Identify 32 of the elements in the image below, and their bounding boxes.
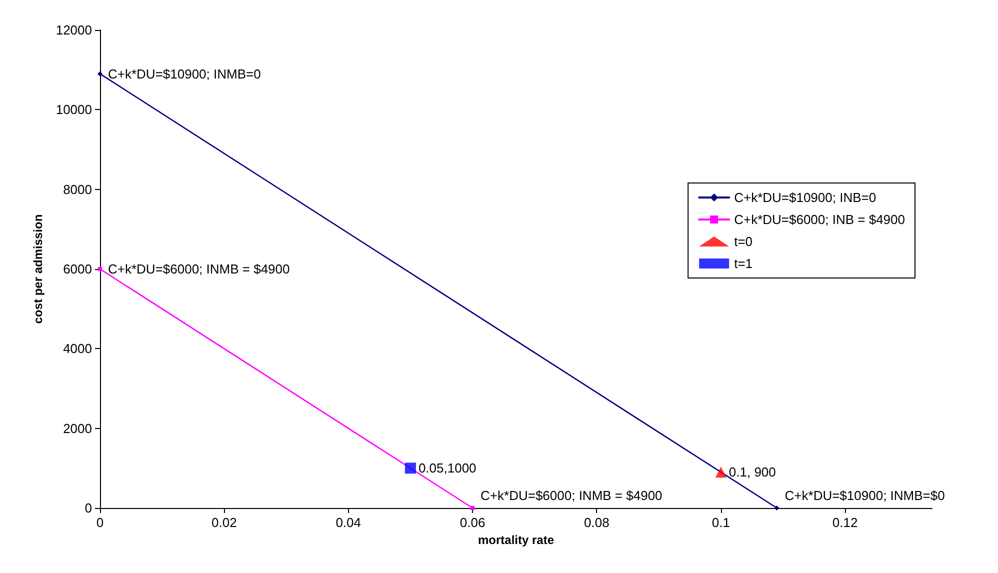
x-tick-label: 0.12 (832, 515, 858, 530)
legend-label: C+k*DU=$10900; INB=0 (734, 190, 876, 205)
legend-label: t=0 (734, 234, 753, 249)
point (404, 462, 416, 474)
point (774, 506, 780, 510)
annotation: C+k*DU=$6000; INMB = $4900 (480, 488, 662, 503)
x-tick-label: 0 (96, 515, 104, 530)
point (98, 267, 102, 271)
x-axis-title: mortality rate (478, 533, 554, 547)
y-tick-label: 10000 (56, 102, 92, 118)
y-tick-label: 6000 (63, 262, 92, 276)
y-tick-label: 8000 (63, 182, 92, 197)
annotation: C+k*DU=$6000; INMB = $4900 (108, 262, 290, 276)
legend-label: t=1 (734, 256, 753, 271)
y-tick-label: 2000 (63, 420, 92, 436)
y-axis-title: cost per admission (31, 214, 45, 324)
y-tick-label: 4000 (63, 341, 92, 356)
annotation: C+k*DU=$10900; INMB=0 (108, 66, 261, 82)
y-tick-label: 0 (84, 500, 92, 516)
annotation: C+k*DU=$10900; INMB=$0 (784, 488, 945, 503)
annotation: 0.05,1000 (418, 460, 476, 476)
legend-label: C+k*DU=$6000; INB = $4900 (734, 212, 906, 227)
point (98, 71, 102, 76)
point (715, 466, 726, 478)
x-tick-label: 0.04 (336, 515, 362, 530)
y-tick-label: 12000 (56, 22, 92, 38)
x-tick-label: 0.1 (712, 515, 730, 530)
x-tick-label: 0.08 (584, 515, 610, 530)
annotation: 0.1, 900 (728, 464, 776, 480)
x-tick-label: 0.02 (212, 515, 237, 530)
x-tick-label: 0.06 (460, 515, 486, 530)
point (470, 506, 475, 510)
